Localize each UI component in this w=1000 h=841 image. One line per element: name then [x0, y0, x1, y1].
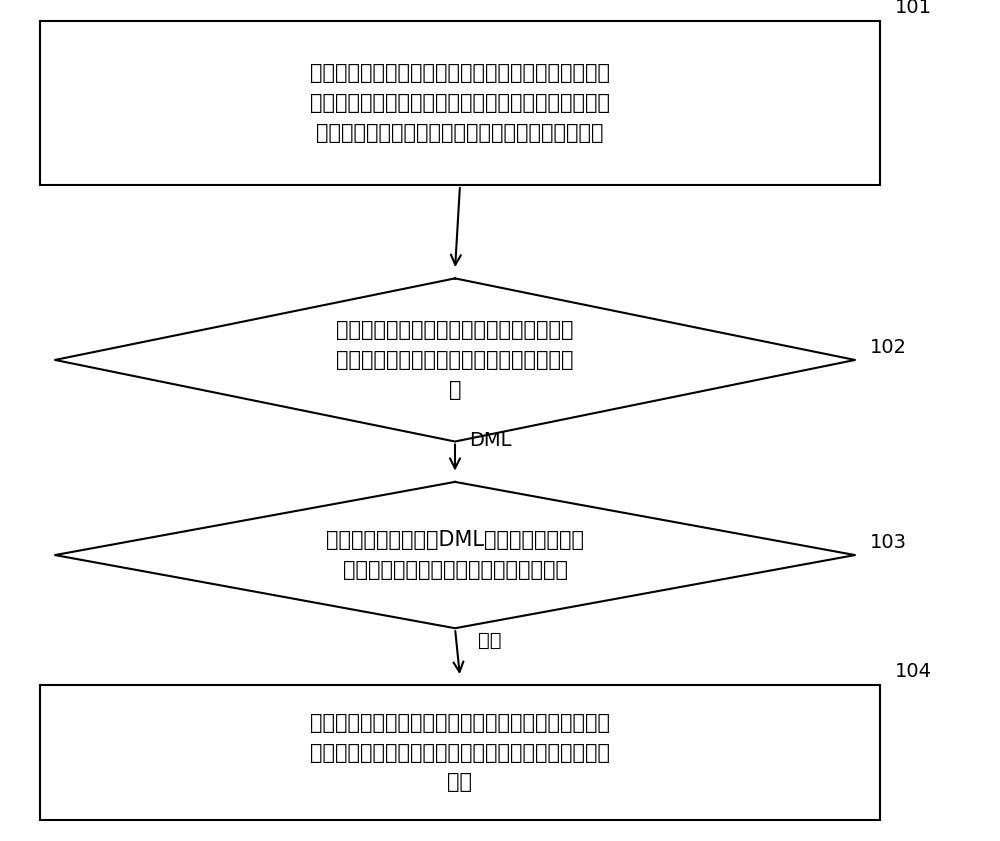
Text: 日志接收线程在获取到提交操作后，将所述提交操作所
属的待执行事务分发至相对应的事务执行线程，其中，
每一个事务执行线程负责一个待执行事务的入库处理: 日志接收线程在获取到提交操作后，将所述提交操作所 属的待执行事务分发至相对应的事…	[310, 63, 610, 143]
Text: 101: 101	[895, 0, 932, 17]
Bar	[40, 685, 880, 820]
Bar	[40, 21, 880, 185]
Text: 102: 102	[870, 338, 907, 357]
Text: 存在: 存在	[478, 631, 502, 649]
Text: 若当前待执行操作为DML操作，判断当前待
执行操作与其他待执行事务是否存在冲突: 若当前待执行操作为DML操作，判断当前待 执行操作与其他待执行事务是否存在冲突	[326, 531, 584, 579]
Text: 103: 103	[870, 533, 907, 552]
Text: 从所述待执行事务中取出待执行操作，所述
事务执行线程判断当前待执行操作的操作类
型: 从所述待执行事务中取出待执行操作，所述 事务执行线程判断当前待执行操作的操作类 …	[336, 320, 574, 399]
Text: DML: DML	[469, 431, 511, 450]
Text: 若存在，则将当前待执行操作所属的事务执行线程添加
至冲突事务的唤醒链表中，在冲突解除后执行日志入库
处理: 若存在，则将当前待执行操作所属的事务执行线程添加 至冲突事务的唤醒链表中，在冲突…	[310, 713, 610, 792]
Text: 104: 104	[895, 662, 932, 681]
